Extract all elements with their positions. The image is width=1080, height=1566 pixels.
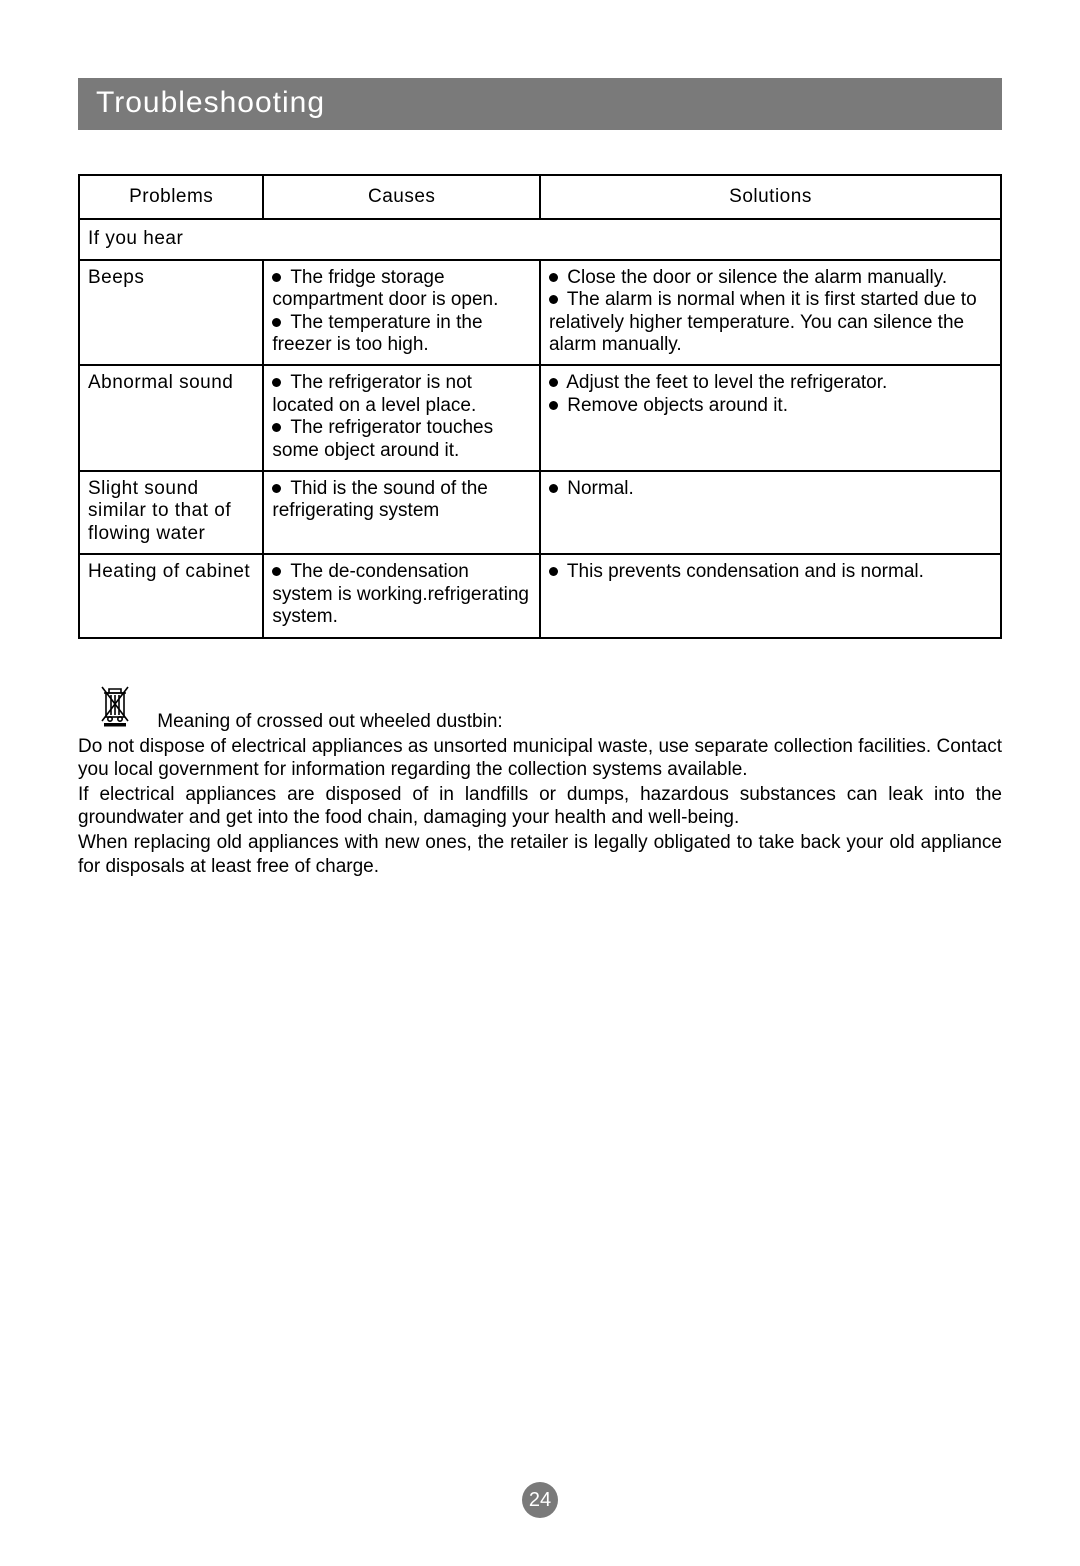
table-subheader: If you hear bbox=[79, 219, 1001, 259]
solution-item: Normal. bbox=[549, 478, 992, 500]
problem-cell: Beeps bbox=[79, 260, 263, 366]
bullet-icon bbox=[549, 295, 558, 304]
causes-cell: Thid is the sound of the refrigerating s… bbox=[263, 471, 540, 554]
causes-cell: The fridge storage compartment door is o… bbox=[263, 260, 540, 366]
dustbin-p1: Do not dispose of electrical appliances … bbox=[78, 735, 1002, 781]
table-row: Abnormal sound The refrigerator is not l… bbox=[79, 365, 1001, 471]
page-number: 24 bbox=[529, 1489, 551, 1511]
problem-cell: Slight sound similar to that of flowing … bbox=[79, 471, 263, 554]
table-header-row: Problems Causes Solutions bbox=[79, 175, 1001, 219]
bullet-icon bbox=[549, 567, 558, 576]
cause-item: The de-condensation system is working.re… bbox=[272, 561, 531, 628]
bullet-icon bbox=[272, 484, 281, 493]
crossed-dustbin-icon bbox=[96, 681, 134, 733]
dustbin-text: Do not dispose of electrical appliances … bbox=[78, 735, 1002, 878]
bullet-icon bbox=[272, 378, 281, 387]
header-problems: Problems bbox=[79, 175, 263, 219]
solutions-cell: Adjust the feet to level the refrigerato… bbox=[540, 365, 1001, 471]
bullet-icon bbox=[549, 401, 558, 410]
dustbin-caption: Meaning of crossed out wheeled dustbin: bbox=[157, 711, 502, 732]
section-title-bar: Troubleshooting bbox=[78, 78, 1002, 130]
table-row: Beeps The fridge storage compartment doo… bbox=[79, 260, 1001, 366]
cause-item: The refrigerator touches some object aro… bbox=[272, 417, 531, 462]
header-solutions: Solutions bbox=[540, 175, 1001, 219]
page-content: Troubleshooting Problems Causes Solution… bbox=[0, 0, 1080, 878]
table-subheader-row: If you hear bbox=[79, 219, 1001, 259]
cause-item: The refrigerator is not located on a lev… bbox=[272, 372, 531, 417]
causes-cell: The refrigerator is not located on a lev… bbox=[263, 365, 540, 471]
problem-cell: Heating of cabinet bbox=[79, 554, 263, 637]
solution-item: Close the door or silence the alarm manu… bbox=[549, 267, 992, 289]
problem-cell: Abnormal sound bbox=[79, 365, 263, 471]
table-row: Heating of cabinet The de-condensation s… bbox=[79, 554, 1001, 637]
section-title: Troubleshooting bbox=[96, 86, 325, 119]
bullet-icon bbox=[272, 423, 281, 432]
cause-item: Thid is the sound of the refrigerating s… bbox=[272, 478, 531, 523]
bullet-icon bbox=[272, 273, 281, 282]
bullet-icon bbox=[272, 318, 281, 327]
solutions-cell: This prevents condensation and is normal… bbox=[540, 554, 1001, 637]
causes-cell: The de-condensation system is working.re… bbox=[263, 554, 540, 637]
solution-item: Remove objects around it. bbox=[549, 395, 992, 417]
header-causes: Causes bbox=[263, 175, 540, 219]
troubleshooting-table: Problems Causes Solutions If you hear Be… bbox=[78, 174, 1002, 639]
dustbin-section: Meaning of crossed out wheeled dustbin: … bbox=[78, 681, 1002, 878]
solution-item: The alarm is normal when it is first sta… bbox=[549, 289, 992, 356]
bullet-icon bbox=[272, 567, 281, 576]
table-row: Slight sound similar to that of flowing … bbox=[79, 471, 1001, 554]
solutions-cell: Close the door or silence the alarm manu… bbox=[540, 260, 1001, 366]
cause-item: The temperature in the freezer is too hi… bbox=[272, 312, 531, 357]
solution-item: This prevents condensation and is normal… bbox=[549, 561, 992, 583]
dustbin-p3: When replacing old appliances with new o… bbox=[78, 831, 1002, 877]
bullet-icon bbox=[549, 484, 558, 493]
solutions-cell: Normal. bbox=[540, 471, 1001, 554]
cause-item: The fridge storage compartment door is o… bbox=[272, 267, 531, 312]
bullet-icon bbox=[549, 273, 558, 282]
solution-item: Adjust the feet to level the refrigerato… bbox=[549, 372, 992, 394]
page-number-badge: 24 bbox=[522, 1482, 558, 1518]
bullet-icon bbox=[549, 378, 558, 387]
dustbin-p2: If electrical appliances are disposed of… bbox=[78, 783, 1002, 829]
